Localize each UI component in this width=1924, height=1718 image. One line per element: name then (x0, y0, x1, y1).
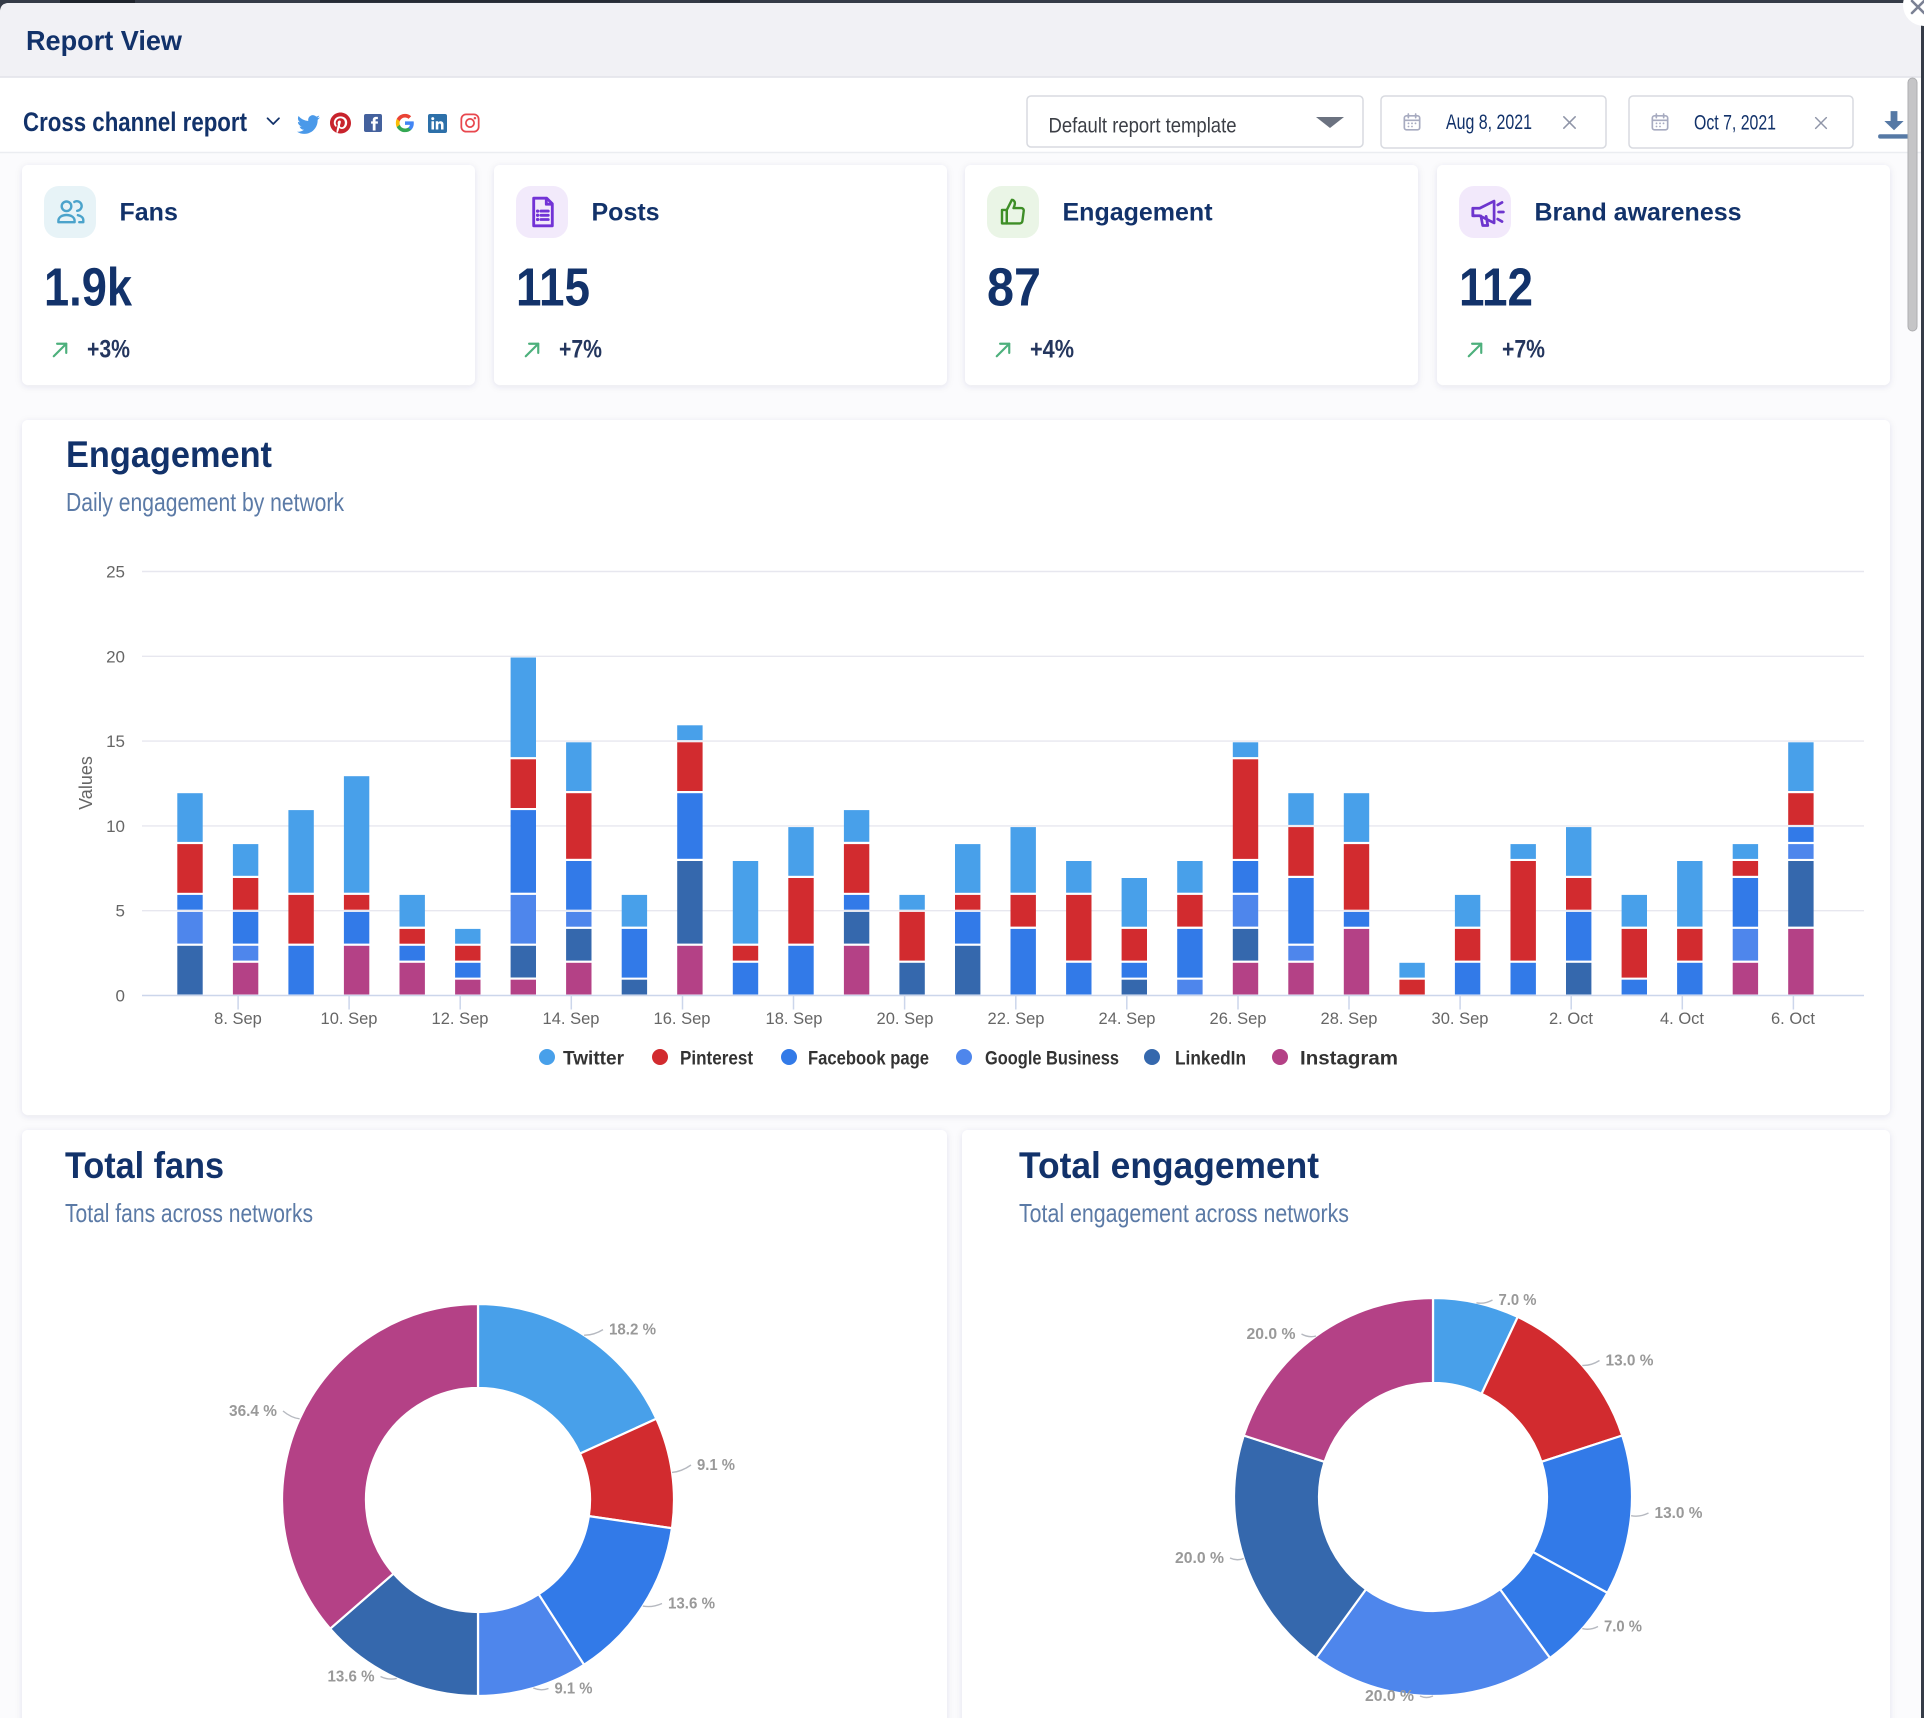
svg-text:20.0 %: 20.0 % (1365, 1688, 1414, 1705)
svg-text:87: 87 (987, 258, 1041, 318)
svg-text:24. Sep: 24. Sep (1099, 1010, 1156, 1028)
svg-text:Google Business: Google Business (985, 1049, 1119, 1070)
svg-text:13.0 %: 13.0 % (1655, 1505, 1703, 1522)
svg-text:18.2 %: 18.2 % (609, 1322, 656, 1339)
svg-text:15: 15 (106, 732, 125, 751)
svg-text:+7%: +7% (559, 336, 602, 364)
svg-text:28. Sep: 28. Sep (1321, 1010, 1378, 1028)
svg-text:Aug 8, 2021: Aug 8, 2021 (1446, 111, 1532, 134)
svg-text:Total engagement: Total engagement (1019, 1145, 1319, 1186)
svg-text:13.6 %: 13.6 % (328, 1669, 375, 1686)
svg-text:Brand awareness: Brand awareness (1535, 199, 1742, 227)
svg-text:Facebook page: Facebook page (808, 1049, 929, 1070)
svg-text:9.1 %: 9.1 % (697, 1457, 735, 1474)
svg-text:26. Sep: 26. Sep (1210, 1010, 1267, 1028)
svg-text:112: 112 (1459, 258, 1533, 318)
svg-text:1.9k: 1.9k (44, 258, 133, 318)
svg-text:Cross channel report: Cross channel report (23, 107, 247, 137)
svg-text:4. Oct: 4. Oct (1660, 1010, 1704, 1028)
svg-text:18. Sep: 18. Sep (766, 1010, 823, 1028)
svg-text:Default report template: Default report template (1049, 115, 1237, 138)
svg-text:36.4 %: 36.4 % (229, 1403, 277, 1420)
svg-text:Values: Values (76, 756, 96, 810)
svg-text:Daily engagement by network: Daily engagement by network (66, 487, 345, 517)
svg-text:10: 10 (106, 817, 125, 836)
svg-text:20.0 %: 20.0 % (1175, 1550, 1224, 1567)
svg-text:20. Sep: 20. Sep (877, 1010, 934, 1028)
svg-text:10. Sep: 10. Sep (321, 1010, 378, 1028)
svg-text:13.6 %: 13.6 % (668, 1596, 715, 1613)
svg-text:25: 25 (106, 563, 125, 582)
svg-text:5: 5 (116, 902, 125, 921)
svg-text:16. Sep: 16. Sep (654, 1010, 711, 1028)
svg-text:Engagement: Engagement (66, 434, 272, 475)
svg-text:8. Sep: 8. Sep (214, 1010, 262, 1028)
svg-text:Instagram: Instagram (1300, 1049, 1398, 1070)
svg-text:Pinterest: Pinterest (680, 1049, 754, 1070)
svg-text:Total engagement across networ: Total engagement across networks (1019, 1198, 1349, 1228)
svg-text:Total fans: Total fans (65, 1145, 224, 1186)
svg-text:Fans: Fans (120, 199, 178, 227)
svg-text:6. Oct: 6. Oct (1771, 1010, 1815, 1028)
svg-text:13.0 %: 13.0 % (1606, 1353, 1654, 1370)
svg-text:7.0 %: 7.0 % (1604, 1619, 1642, 1636)
svg-text:30. Sep: 30. Sep (1432, 1010, 1489, 1028)
svg-text:20.0 %: 20.0 % (1247, 1326, 1296, 1343)
svg-text:LinkedIn: LinkedIn (1175, 1049, 1246, 1070)
svg-text:0: 0 (116, 987, 125, 1006)
svg-text:Total fans across networks: Total fans across networks (65, 1198, 313, 1228)
svg-text:22. Sep: 22. Sep (988, 1010, 1045, 1028)
svg-text:+7%: +7% (1502, 336, 1545, 364)
svg-text:7.0 %: 7.0 % (1499, 1292, 1537, 1309)
svg-text:Twitter: Twitter (563, 1049, 625, 1070)
svg-text:Engagement: Engagement (1063, 199, 1214, 227)
svg-text:9.1 %: 9.1 % (555, 1681, 593, 1698)
svg-text:+4%: +4% (1030, 336, 1074, 364)
svg-text:115: 115 (516, 258, 590, 318)
svg-text:Report View: Report View (26, 25, 182, 56)
svg-text:14. Sep: 14. Sep (543, 1010, 600, 1028)
svg-text:12. Sep: 12. Sep (432, 1010, 489, 1028)
svg-text:2. Oct: 2. Oct (1549, 1010, 1593, 1028)
svg-text:Posts: Posts (592, 199, 660, 227)
svg-text:+3%: +3% (87, 336, 130, 364)
svg-text:Oct 7, 2021: Oct 7, 2021 (1694, 112, 1776, 135)
svg-text:20: 20 (106, 647, 125, 666)
